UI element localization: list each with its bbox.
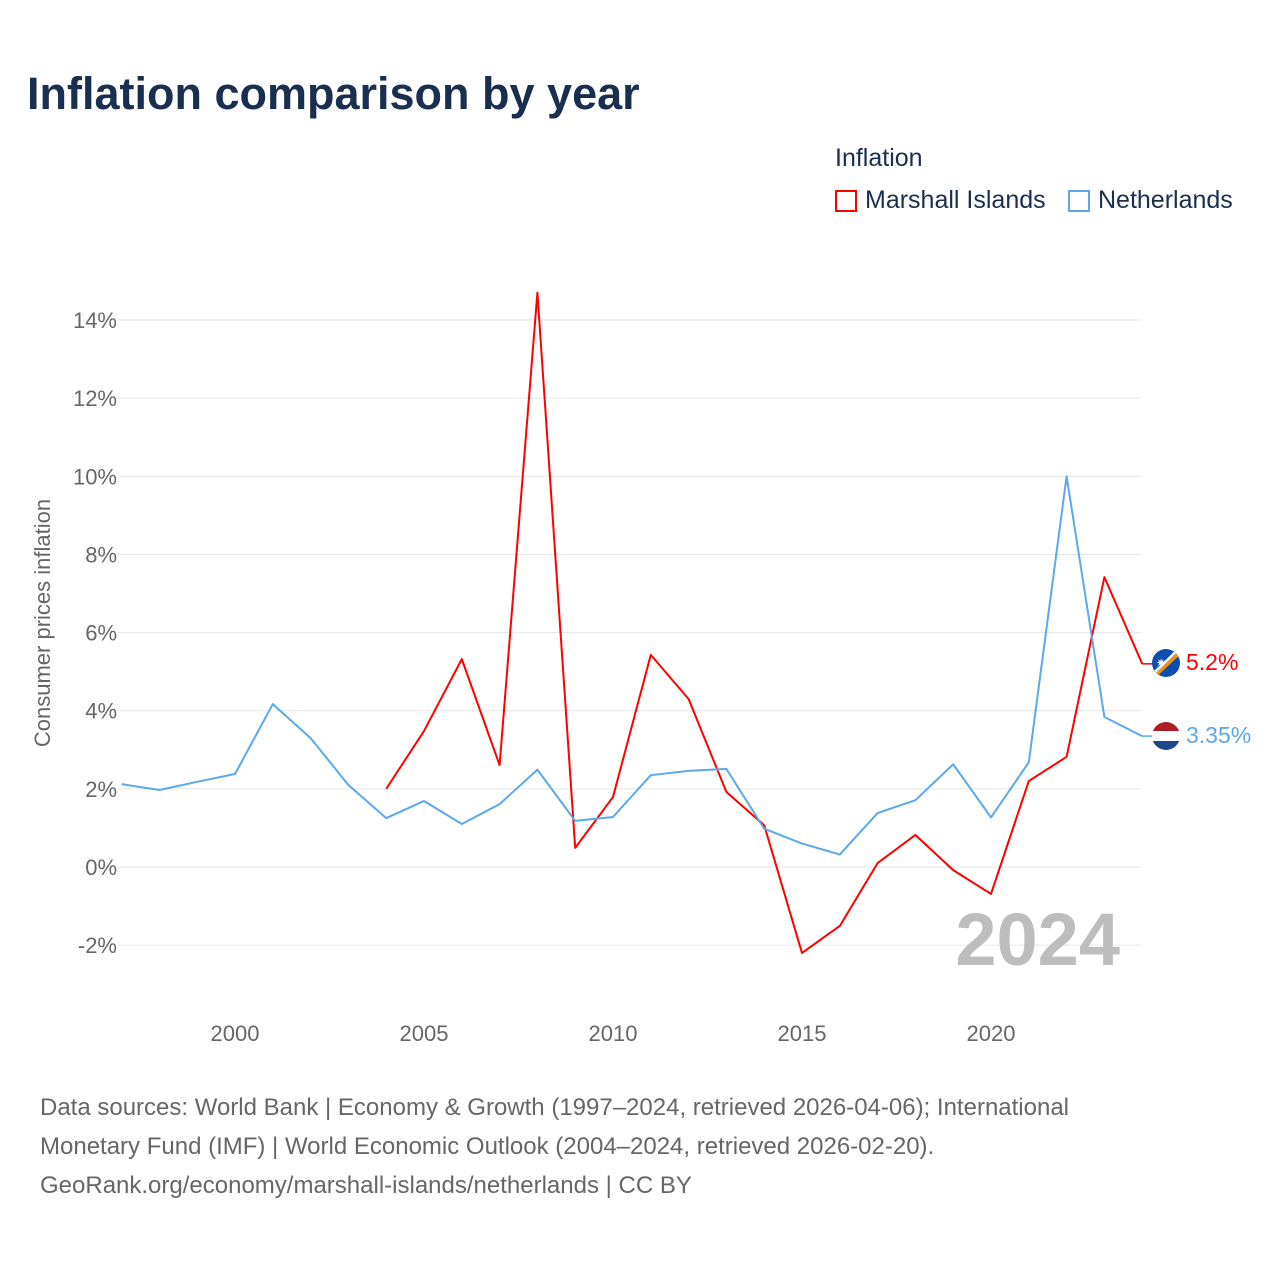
data-point[interactable]: [988, 814, 994, 820]
data-point[interactable]: [799, 950, 805, 956]
data-point[interactable]: [383, 815, 389, 821]
data-point[interactable]: [497, 762, 503, 768]
data-point[interactable]: [421, 728, 427, 734]
source-line: Data sources: World Bank | Economy & Gro…: [40, 1094, 1070, 1121]
data-point[interactable]: [837, 923, 843, 929]
series-line-marshall-islands: [385, 291, 1144, 954]
data-point[interactable]: [119, 781, 125, 787]
data-point[interactable]: [383, 786, 389, 792]
legend-label: Marshall Islands: [865, 186, 1046, 214]
legend-item-netherlands[interactable]: Netherlands: [1068, 186, 1233, 215]
data-point[interactable]: [459, 656, 465, 662]
source-note: Data sources: World Bank | Economy & Gro…: [40, 1088, 1240, 1205]
data-point[interactable]: [156, 787, 162, 793]
data-point[interactable]: [875, 810, 881, 816]
marshall-islands-end-label: 5.2%: [1186, 649, 1238, 675]
y-tick-label: 10%: [73, 464, 117, 489]
data-point[interactable]: [648, 772, 654, 778]
data-point[interactable]: [723, 766, 729, 772]
marshall-islands-flag-icon: ✷: [1152, 649, 1180, 677]
data-point[interactable]: [232, 771, 238, 777]
data-point[interactable]: [497, 801, 503, 807]
data-point[interactable]: [459, 821, 465, 827]
data-point[interactable]: [1101, 714, 1107, 720]
x-tick-label: 2010: [589, 1021, 638, 1046]
data-point[interactable]: [950, 867, 956, 873]
data-point[interactable]: [308, 735, 314, 741]
source-link[interactable]: GeoRank.org/economy/marshall-islands/net…: [40, 1172, 692, 1199]
data-point[interactable]: [875, 860, 881, 866]
legend-label: Netherlands: [1098, 186, 1233, 214]
data-point[interactable]: [799, 841, 805, 847]
legend-swatch: [1068, 189, 1090, 212]
data-point[interactable]: [988, 891, 994, 897]
data-point[interactable]: [534, 290, 540, 296]
data-point[interactable]: [1064, 754, 1070, 760]
y-tick-label: -2%: [78, 933, 117, 958]
y-tick-label: 8%: [85, 542, 117, 567]
netherlands-flag-icon: [1152, 722, 1180, 750]
x-tick-label: 2005: [400, 1021, 449, 1046]
series-line-netherlands: [121, 475, 1143, 856]
x-tick-label: 2020: [967, 1021, 1016, 1046]
data-point[interactable]: [572, 845, 578, 851]
svg-text:✷: ✷: [1156, 656, 1166, 670]
data-point[interactable]: [950, 761, 956, 767]
y-tick-label: 4%: [85, 699, 117, 724]
y-tick-label: 2%: [85, 777, 117, 802]
data-point[interactable]: [723, 789, 729, 795]
data-point[interactable]: [270, 701, 276, 707]
data-point[interactable]: [610, 794, 616, 800]
data-point[interactable]: [1026, 759, 1032, 765]
legend-title: Inflation: [835, 144, 923, 172]
data-point[interactable]: [572, 818, 578, 824]
data-point[interactable]: [686, 768, 692, 774]
data-point[interactable]: [1026, 778, 1032, 784]
data-point[interactable]: [345, 782, 351, 788]
data-point[interactable]: [1064, 473, 1070, 479]
chart-title: Inflation comparison by year: [27, 68, 640, 119]
y-tick-label: 12%: [73, 386, 117, 411]
y-tick-label: 6%: [85, 621, 117, 646]
data-point[interactable]: [421, 798, 427, 804]
y-axis-label: Consumer prices inflation: [30, 499, 55, 747]
x-tick-label: 2015: [778, 1021, 827, 1046]
data-point[interactable]: [648, 652, 654, 658]
x-tick-label: 2000: [211, 1021, 260, 1046]
data-point[interactable]: [610, 814, 616, 820]
data-point[interactable]: [761, 826, 767, 832]
source-line: Monetary Fund (IMF) | World Economic Out…: [40, 1133, 935, 1160]
legend-item-marshall-islands[interactable]: Marshall Islands: [835, 186, 1046, 215]
year-watermark: 2024: [955, 898, 1120, 981]
data-point[interactable]: [1101, 574, 1107, 580]
data-point[interactable]: [534, 767, 540, 773]
netherlands-end-label: 3.35%: [1186, 722, 1251, 748]
y-tick-label: 14%: [73, 308, 117, 333]
y-tick-label: 0%: [85, 855, 117, 880]
data-point[interactable]: [686, 696, 692, 702]
data-point[interactable]: [912, 832, 918, 838]
data-point[interactable]: [837, 851, 843, 857]
data-point[interactable]: [912, 797, 918, 803]
data-point[interactable]: [194, 779, 200, 785]
legend-swatch: [835, 189, 857, 212]
